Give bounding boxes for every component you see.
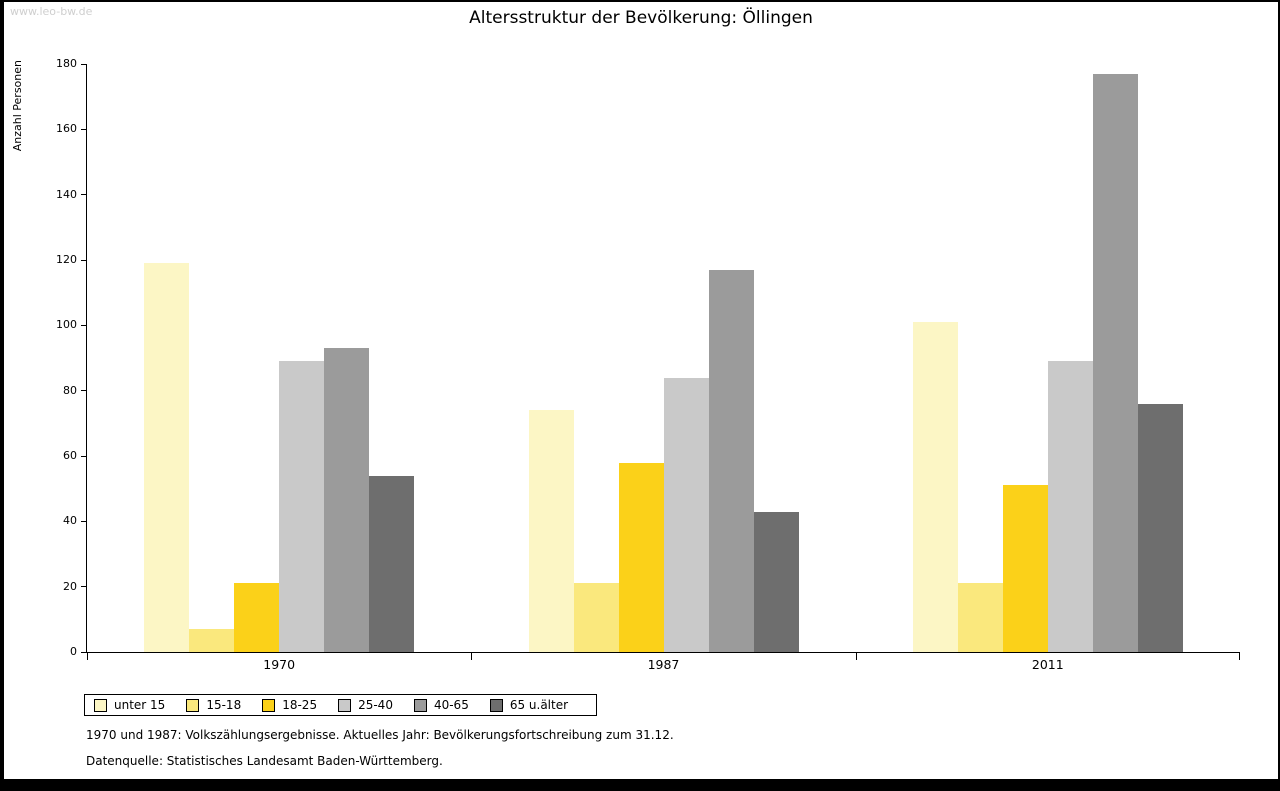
y-axis-tick (81, 63, 87, 65)
y-axis-tick-label: 80 (63, 383, 77, 397)
legend-swatch (186, 698, 200, 712)
bar-15-18-2011 (957, 583, 1003, 652)
bar-unter-15-1970 (144, 263, 190, 652)
y-axis-tick-label: 40 (63, 514, 77, 528)
legend-swatch (489, 698, 503, 712)
x-axis-category-label: 1987 (647, 657, 680, 672)
y-axis-tick-label: 20 (63, 579, 77, 593)
bar-40-65-1970 (324, 348, 370, 652)
y-axis-title: Anzahl Personen (11, 60, 24, 152)
y-axis-tick (81, 586, 87, 588)
watermark: www.leo-bw.de (10, 5, 93, 18)
x-axis-tick (87, 653, 88, 660)
legend-label: 25-40 (358, 698, 393, 712)
y-axis-tick-label: 100 (56, 318, 77, 332)
legend-item: unter 15 (89, 698, 165, 712)
legend-label: 65 u.älter (509, 698, 569, 712)
legend-label: unter 15 (114, 698, 166, 712)
y-axis-tick (81, 194, 87, 196)
legend-item: 25-40 (333, 698, 393, 712)
legend-item: 18-25 (257, 698, 317, 712)
x-axis-category-label: 2011 (1031, 657, 1064, 672)
y-axis-tick (81, 259, 87, 261)
y-axis-tick (81, 128, 87, 130)
bar-15-18-1970 (189, 629, 235, 652)
legend-item: 40-65 (409, 698, 469, 712)
plot-area: 0 20 40 60 80 100 120 140 160 180 1970 1987 2011 (56, 57, 1240, 672)
y-axis-tick-label: 0 (70, 645, 77, 658)
bar-15-18-1987 (573, 583, 619, 652)
legend-item: 65 u.älter (485, 698, 568, 712)
bar-18-25-1987 (618, 462, 664, 652)
legend-swatch (94, 698, 107, 712)
y-axis-tick (81, 520, 87, 522)
y-axis-tick-label: 60 (63, 449, 77, 462)
chart-title: Altersstruktur der Bevölkerung: Öllingen (469, 8, 813, 28)
footnote-source: Datenquelle: Statistisches Landesamt Bad… (86, 754, 443, 768)
x-axis-tick (855, 653, 857, 660)
bar-25-40-2011 (1047, 361, 1093, 652)
bar-40-65-1987 (708, 269, 754, 652)
legend: unter 15 15-18 18-25 25-40 40-65 65 u.älter (84, 694, 598, 716)
y-axis-tick-label: 180 (56, 57, 77, 70)
y-axis-tick-label: 160 (56, 122, 77, 136)
legend-swatch (338, 698, 352, 712)
x-axis-category-label: 1970 (263, 657, 296, 672)
legend-swatch (413, 698, 427, 712)
x-axis-tick (1239, 653, 1240, 660)
y-axis-tick (81, 455, 87, 457)
bar-25-40-1970 (279, 361, 325, 652)
bar-18-25-1970 (234, 583, 280, 652)
legend-label: 18-25 (282, 698, 318, 712)
bar-65-u-lter-1987 (753, 511, 799, 652)
legend-label: 15-18 (206, 698, 242, 712)
x-axis-tick (471, 653, 473, 660)
bar-65-u-lter-2011 (1137, 403, 1183, 652)
bar-18-25-2011 (1002, 485, 1048, 652)
bar-25-40-1987 (663, 377, 709, 652)
bar-unter-15-1987 (528, 410, 574, 652)
footnote-method: 1970 und 1987: Volkszählungsergebnisse. … (86, 728, 674, 742)
legend-swatch (262, 698, 276, 712)
bar-65-u-lter-1970 (369, 475, 415, 652)
y-axis-tick (81, 324, 87, 326)
bar-unter-15-2011 (912, 322, 958, 652)
y-axis-tick (81, 390, 87, 392)
y-axis-tick-label: 120 (56, 253, 77, 266)
legend-label: 40-65 (433, 698, 469, 712)
y-axis-tick (81, 651, 87, 653)
legend-item: 15-18 (181, 698, 241, 712)
y-axis-tick-label: 140 (56, 187, 77, 201)
bar-40-65-2011 (1092, 73, 1138, 652)
